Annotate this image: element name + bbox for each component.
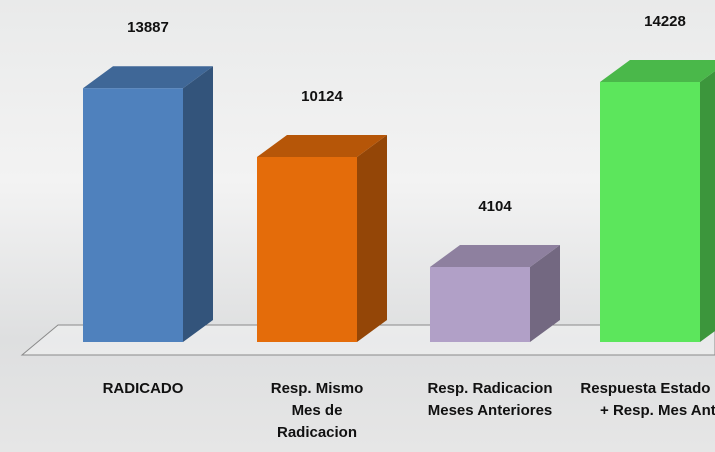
value-label: 10124 (301, 88, 343, 105)
category-label: Resp. Radicacion Meses Anteriores (427, 380, 553, 419)
bar-top (257, 134, 387, 157)
value-label: 13887 (127, 19, 169, 36)
bar-side (530, 245, 560, 342)
bar-side (183, 66, 213, 342)
bar (83, 88, 183, 342)
bar-top (600, 60, 715, 82)
value-label: 14228 (644, 13, 686, 30)
bar (430, 267, 530, 342)
value-label: 4104 (478, 198, 512, 215)
category-label: Respuesta Estado Op. + Resp. Mes Ant. (580, 380, 715, 419)
bar-side (700, 71, 715, 342)
bar-top (83, 66, 213, 89)
bar-top (430, 245, 560, 268)
category-label: Resp. Mismo Mes de Radicacion (270, 380, 364, 441)
bar (257, 156, 357, 342)
bar-side (357, 134, 387, 342)
bar (600, 82, 700, 342)
category-label: RADICADO (102, 380, 184, 397)
